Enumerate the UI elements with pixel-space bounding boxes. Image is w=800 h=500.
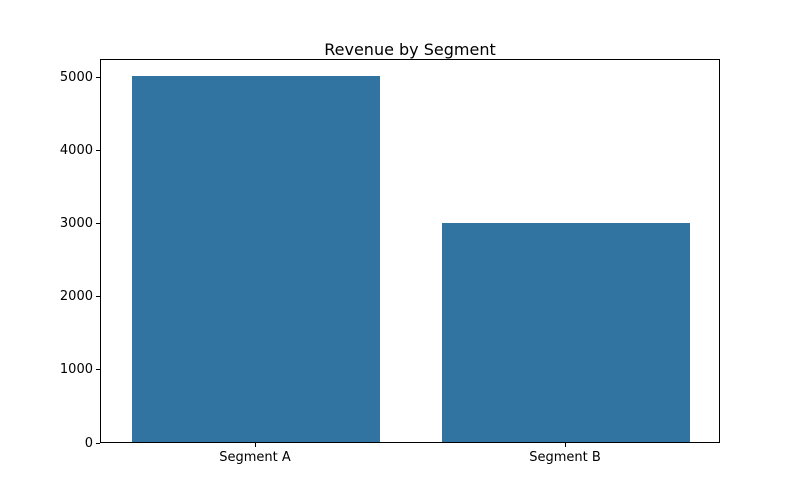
- x-tick-mark: [254, 443, 256, 447]
- y-tick-label: 4000: [59, 142, 93, 158]
- bar-segment-a: [132, 76, 380, 442]
- x-tick-mark: [564, 443, 566, 447]
- x-tick-label: Segment B: [529, 450, 601, 465]
- y-tick-mark: [96, 442, 100, 444]
- y-tick-mark: [96, 149, 100, 151]
- x-tick-label: Segment A: [219, 450, 291, 465]
- y-tick-label: 0: [84, 435, 93, 451]
- y-tick-label: 2000: [59, 289, 93, 305]
- y-tick-mark: [96, 296, 100, 298]
- y-tick-label: 1000: [59, 362, 93, 378]
- y-tick-label: 5000: [59, 69, 93, 85]
- y-tick-mark: [96, 76, 100, 78]
- bar-segment-b: [442, 222, 690, 442]
- y-tick-label: 3000: [59, 216, 93, 232]
- y-tick-mark: [96, 223, 100, 225]
- y-tick-mark: [96, 369, 100, 371]
- plot-area: [100, 59, 720, 443]
- chart-title: Revenue by Segment: [324, 40, 496, 59]
